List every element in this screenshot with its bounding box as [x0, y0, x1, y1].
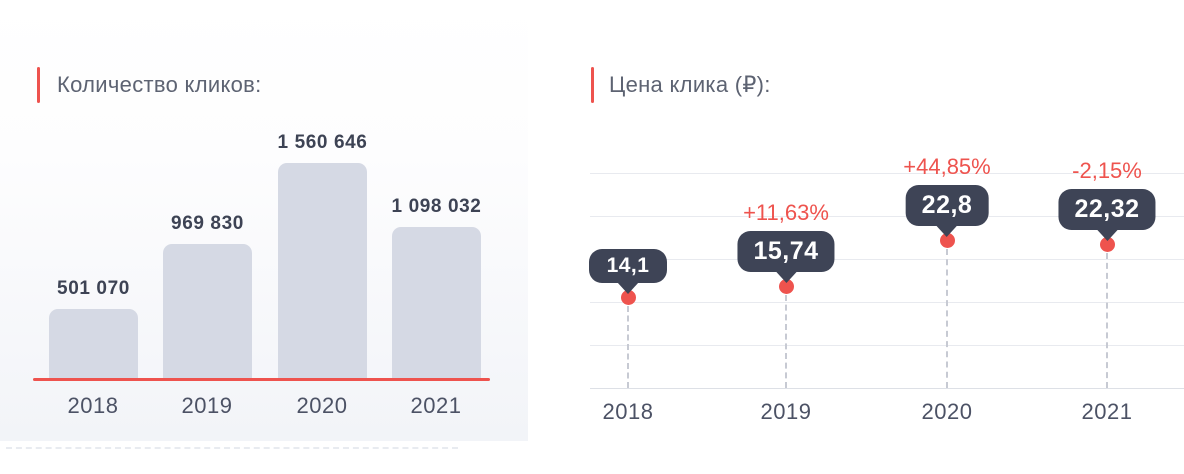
x-tick-2019: 2019	[760, 399, 812, 424]
x-tick-2018: 2018	[67, 393, 119, 418]
bar-value-label: 1 098 032	[391, 196, 482, 217]
title-accent-bar	[37, 67, 40, 103]
gridline	[590, 302, 1184, 303]
bar-2021	[392, 227, 481, 378]
bar-2020	[278, 163, 367, 378]
gridline	[590, 345, 1184, 346]
x-tick-2019: 2019	[181, 393, 233, 418]
change-percent-label: -2,15%	[1072, 158, 1142, 183]
dashed-drop-line	[627, 306, 629, 388]
bar-value-label: 1 560 646	[277, 132, 368, 153]
gridline	[590, 259, 1184, 260]
bar-chart-baseline	[33, 378, 490, 381]
change-percent-label: +44,85%	[903, 154, 991, 179]
cpc-chart-title: Цена клика (₽):	[609, 72, 771, 97]
gridline	[590, 216, 1184, 217]
x-tick-2021: 2021	[410, 393, 462, 418]
value-bubble: 22,32	[1058, 189, 1156, 230]
clicks-chart-title: Количество кликов:	[57, 72, 262, 97]
decorative-dashed-line	[6, 447, 458, 449]
title-accent-bar	[591, 67, 594, 103]
dashed-drop-line	[785, 295, 787, 388]
bubble-value: 15,74	[753, 237, 819, 265]
bar-value-label: 969 830	[171, 213, 244, 234]
x-tick-2021: 2021	[1081, 399, 1133, 424]
bubble-value: 22,32	[1074, 195, 1140, 223]
x-axis-line	[590, 388, 1184, 389]
dashed-drop-line	[946, 249, 948, 388]
gridline	[590, 173, 1184, 174]
bar-2019	[163, 244, 252, 378]
bubble-value: 22,8	[921, 191, 973, 219]
change-percent-label: +11,63%	[743, 200, 829, 225]
bar-value-label: 501 070	[57, 278, 130, 299]
bar-2018	[49, 309, 138, 378]
x-tick-2020: 2020	[921, 399, 973, 424]
value-bubble: 15,74	[737, 231, 835, 272]
dashed-drop-line	[1106, 253, 1108, 388]
value-bubble: 22,8	[905, 185, 989, 226]
x-tick-2018: 2018	[602, 399, 654, 424]
bubble-value: 14,1	[606, 254, 650, 277]
x-tick-2020: 2020	[296, 393, 348, 418]
value-bubble: 14,1	[589, 249, 667, 283]
